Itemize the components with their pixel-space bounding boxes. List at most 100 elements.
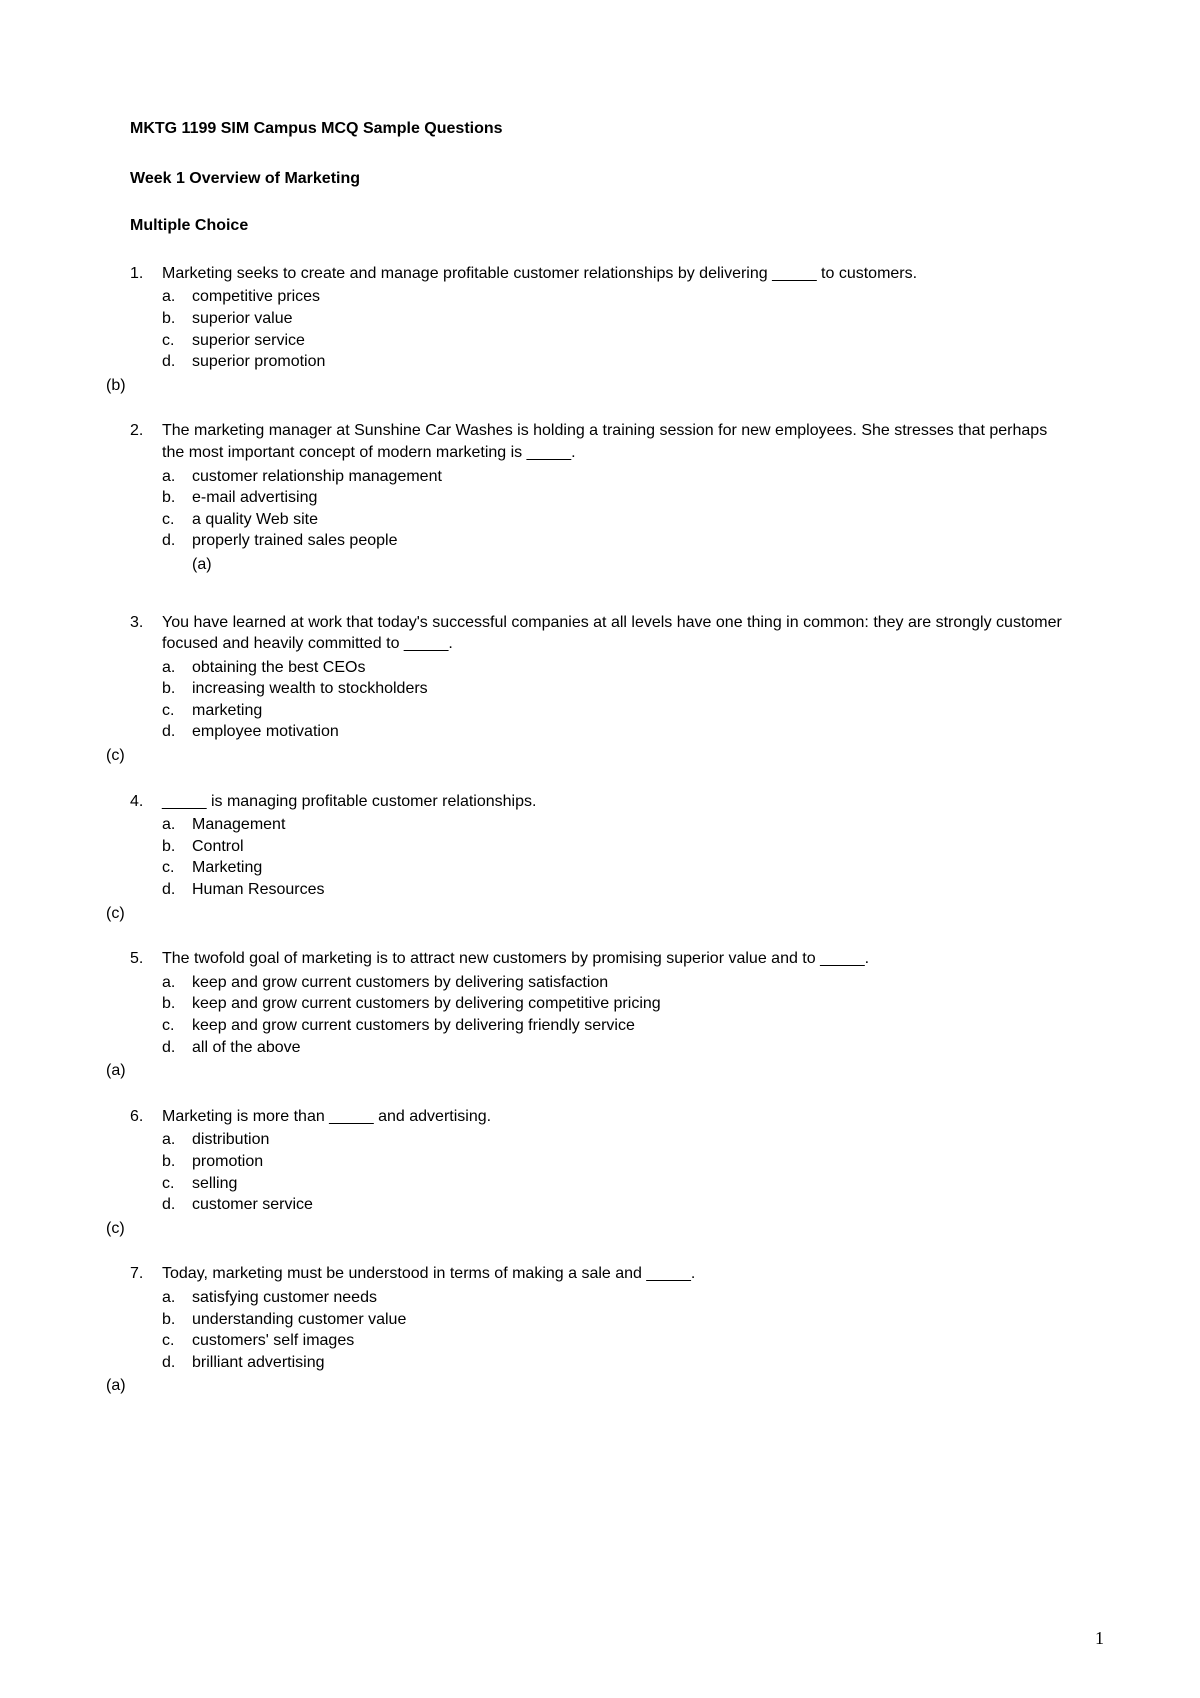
question-text: Marketing is more than _____ and adverti… <box>162 1106 1070 1128</box>
option-letter: a. <box>162 814 192 836</box>
option-text: a quality Web site <box>192 509 1070 531</box>
option-text: promotion <box>192 1151 1070 1173</box>
option-text: keep and grow current customers by deliv… <box>192 1015 1070 1037</box>
option-row: a.Management <box>162 814 1070 836</box>
option-row: d.employee motivation <box>162 721 1070 743</box>
option-letter: b. <box>162 1151 192 1173</box>
answer-label: (c) <box>106 1218 1070 1240</box>
option-letter: c. <box>162 1015 192 1037</box>
options-list: a.distributionb.promotionc.sellingd.cust… <box>130 1129 1070 1215</box>
option-letter: c. <box>162 1173 192 1195</box>
question-text: Today, marketing must be understood in t… <box>162 1263 1070 1285</box>
option-row: d.all of the above <box>162 1037 1070 1059</box>
option-letter: d. <box>162 351 192 373</box>
option-letter: a. <box>162 972 192 994</box>
question-row: 6.Marketing is more than _____ and adver… <box>130 1106 1070 1128</box>
option-row: a.obtaining the best CEOs <box>162 657 1070 679</box>
option-row: d.Human Resources <box>162 879 1070 901</box>
option-text: distribution <box>192 1129 1070 1151</box>
option-row: c.superior service <box>162 330 1070 352</box>
section-label: Multiple Choice <box>130 215 1070 237</box>
option-text: keep and grow current customers by deliv… <box>192 972 1070 994</box>
option-letter: c. <box>162 857 192 879</box>
answer-label: (b) <box>106 375 1070 397</box>
options-list: a.obtaining the best CEOsb.increasing we… <box>130 657 1070 743</box>
option-letter: b. <box>162 836 192 858</box>
document-title: MKTG 1199 SIM Campus MCQ Sample Question… <box>130 118 1070 140</box>
options-list: a.Managementb.Controlc.Marketingd.Human … <box>130 814 1070 900</box>
question-row: 2.The marketing manager at Sunshine Car … <box>130 420 1070 463</box>
option-row: c.Marketing <box>162 857 1070 879</box>
option-text: customer relationship management <box>192 466 1070 488</box>
option-letter: a. <box>162 1287 192 1309</box>
question-block: 2.The marketing manager at Sunshine Car … <box>130 420 1070 575</box>
answer-label: (c) <box>106 903 1070 925</box>
question-row: 5.The twofold goal of marketing is to at… <box>130 948 1070 970</box>
option-row: d.customer service <box>162 1194 1070 1216</box>
option-letter: a. <box>162 657 192 679</box>
answer-label: (a) <box>106 1375 1070 1397</box>
option-text: satisfying customer needs <box>192 1287 1070 1309</box>
option-letter: c. <box>162 1330 192 1352</box>
option-letter: a. <box>162 286 192 308</box>
option-row: b.e-mail advertising <box>162 487 1070 509</box>
option-row: a.competitive prices <box>162 286 1070 308</box>
option-letter: a. <box>162 1129 192 1151</box>
option-letter: b. <box>162 1309 192 1331</box>
question-number: 2. <box>130 420 162 442</box>
option-text: properly trained sales people <box>192 530 1070 552</box>
option-letter: b. <box>162 678 192 700</box>
option-row: a.distribution <box>162 1129 1070 1151</box>
question-text: The twofold goal of marketing is to attr… <box>162 948 1070 970</box>
question-number: 5. <box>130 948 162 970</box>
option-text: understanding customer value <box>192 1309 1070 1331</box>
page-number: 1 <box>1095 1626 1104 1650</box>
question-number: 6. <box>130 1106 162 1128</box>
answer-label: (a) <box>162 554 1070 576</box>
option-letter: d. <box>162 1037 192 1059</box>
option-row: d.brilliant advertising <box>162 1352 1070 1374</box>
option-text: marketing <box>192 700 1070 722</box>
option-letter: c. <box>162 509 192 531</box>
questions-container: 1.Marketing seeks to create and manage p… <box>130 263 1070 1397</box>
question-text: Marketing seeks to create and manage pro… <box>162 263 1070 285</box>
question-text: _____ is managing profitable customer re… <box>162 791 1070 813</box>
question-row: 7.Today, marketing must be understood in… <box>130 1263 1070 1285</box>
option-row: b.increasing wealth to stockholders <box>162 678 1070 700</box>
option-text: superior promotion <box>192 351 1070 373</box>
question-block: 3.You have learned at work that today's … <box>130 612 1070 767</box>
option-text: superior service <box>192 330 1070 352</box>
question-row: 1.Marketing seeks to create and manage p… <box>130 263 1070 285</box>
option-letter: d. <box>162 879 192 901</box>
option-text: superior value <box>192 308 1070 330</box>
option-row: c.marketing <box>162 700 1070 722</box>
option-row: c.selling <box>162 1173 1070 1195</box>
option-text: increasing wealth to stockholders <box>192 678 1070 700</box>
document-page: MKTG 1199 SIM Campus MCQ Sample Question… <box>0 0 1200 1698</box>
question-row: 4._____ is managing profitable customer … <box>130 791 1070 813</box>
option-text: obtaining the best CEOs <box>192 657 1070 679</box>
answer-label: (a) <box>106 1060 1070 1082</box>
question-block: 4._____ is managing profitable customer … <box>130 791 1070 925</box>
option-row: d.properly trained sales people <box>162 530 1070 552</box>
option-text: Marketing <box>192 857 1070 879</box>
option-row: b.promotion <box>162 1151 1070 1173</box>
question-number: 3. <box>130 612 162 634</box>
question-block: 6.Marketing is more than _____ and adver… <box>130 1106 1070 1240</box>
option-text: employee motivation <box>192 721 1070 743</box>
question-block: 5.The twofold goal of marketing is to at… <box>130 948 1070 1082</box>
option-row: c.keep and grow current customers by del… <box>162 1015 1070 1037</box>
question-text: You have learned at work that today's su… <box>162 612 1070 655</box>
option-letter: a. <box>162 466 192 488</box>
question-text: The marketing manager at Sunshine Car Wa… <box>162 420 1070 463</box>
option-text: keep and grow current customers by deliv… <box>192 993 1070 1015</box>
option-letter: b. <box>162 993 192 1015</box>
option-letter: c. <box>162 330 192 352</box>
option-letter: d. <box>162 1194 192 1216</box>
question-block: 7.Today, marketing must be understood in… <box>130 1263 1070 1397</box>
options-list: a.satisfying customer needsb.understandi… <box>130 1287 1070 1373</box>
option-text: customer service <box>192 1194 1070 1216</box>
option-letter: b. <box>162 308 192 330</box>
option-letter: d. <box>162 1352 192 1374</box>
question-block: 1.Marketing seeks to create and manage p… <box>130 263 1070 397</box>
